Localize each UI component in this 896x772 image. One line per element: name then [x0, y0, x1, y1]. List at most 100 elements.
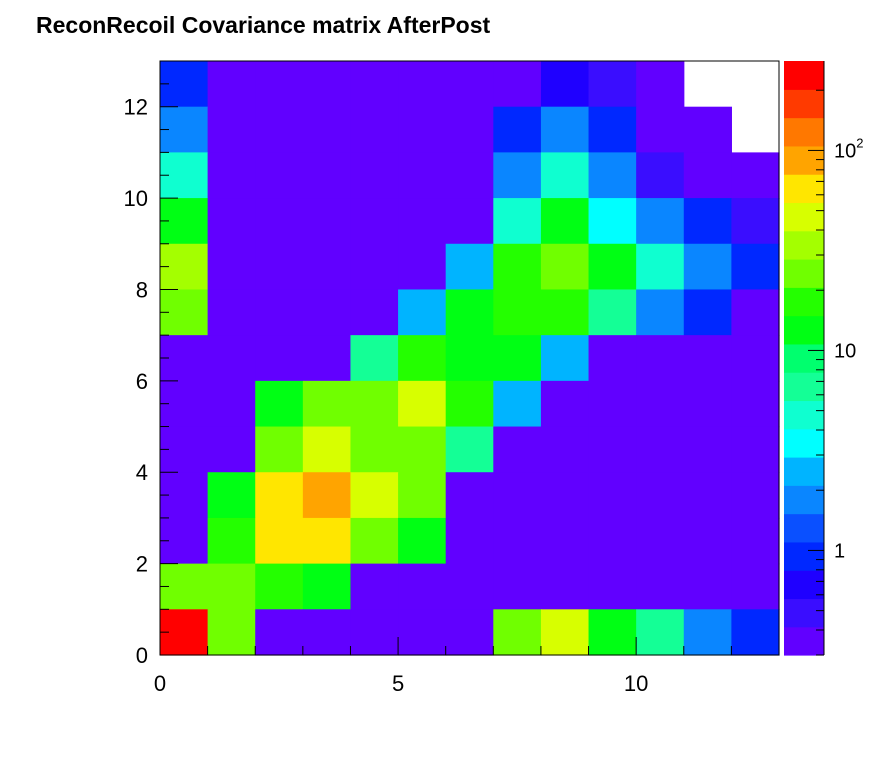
- heatmap-cell: [493, 335, 542, 382]
- heatmap-cell: [493, 426, 542, 473]
- palette-swatch: [784, 428, 824, 458]
- color-palette: 1 10 102: [784, 61, 863, 656]
- heatmap-cell: [540, 289, 590, 336]
- heatmap-cell: [350, 335, 399, 382]
- palette-swatch: [784, 513, 824, 543]
- heatmap-cell: [588, 563, 637, 610]
- heatmap-cell: [493, 106, 542, 153]
- heatmap-cell: [588, 61, 637, 108]
- heatmap-cell: [636, 426, 685, 473]
- heatmap-cell: [398, 517, 447, 565]
- heatmap-cell: [636, 380, 685, 428]
- heatmap-cell: [493, 289, 542, 336]
- heatmap-cell: [398, 289, 447, 336]
- y-tick-label: 4: [136, 460, 148, 485]
- heatmap-cell: [683, 517, 732, 565]
- palette-swatch: [784, 343, 824, 373]
- heatmap-cell: [302, 517, 352, 565]
- heatmap-cell: [302, 61, 352, 108]
- heatmap-cell: [207, 335, 256, 382]
- heatmap-cell: [350, 380, 399, 428]
- heatmap-cell: [731, 563, 780, 610]
- heatmap-cell: [636, 472, 685, 519]
- heatmap-cell: [636, 61, 685, 108]
- heatmap-cell: [445, 426, 494, 473]
- heatmap-cell: [540, 335, 590, 382]
- palette-swatch: [784, 202, 824, 232]
- heatmap-cell: [683, 472, 732, 519]
- heatmap-cell: [302, 243, 352, 291]
- heatmap-cell: [207, 426, 256, 473]
- heatmap-cell: [255, 426, 304, 473]
- heatmap-cell: [207, 289, 256, 336]
- heatmap-cell: [731, 517, 780, 565]
- heatmap-cell: [255, 106, 304, 153]
- heatmap-cell: [398, 335, 447, 382]
- heatmap-cell: [636, 243, 685, 291]
- heatmap-cell: [302, 609, 352, 656]
- palette-swatch: [784, 174, 824, 204]
- heatmap-cell: [445, 289, 494, 336]
- heatmap-cell: [255, 152, 304, 199]
- heatmap-cell: [255, 289, 304, 336]
- heatmap-cell: [493, 517, 542, 565]
- heatmap-cell: [207, 243, 256, 291]
- palette-swatch: [784, 259, 824, 288]
- heatmap-cell: [731, 609, 780, 656]
- heatmap-cell: [350, 563, 399, 610]
- heatmap-cell: [255, 472, 304, 519]
- heatmap-cell: [302, 335, 352, 382]
- heatmap-cell: [445, 243, 494, 291]
- heatmap-cell: [540, 426, 590, 473]
- heatmap-cell: [588, 380, 637, 428]
- heatmap-cell: [540, 380, 590, 428]
- heatmap-cell: [683, 380, 732, 428]
- heatmap-cell: [636, 335, 685, 382]
- palette-tick-label: 10: [834, 340, 856, 362]
- x-tick-label: 0: [154, 671, 166, 696]
- heatmap-cell: [445, 380, 494, 428]
- heatmap-cell: [540, 563, 590, 610]
- palette-swatch: [784, 315, 824, 345]
- heatmap-cell: [350, 198, 399, 245]
- heatmap-cell: [493, 198, 542, 245]
- heatmap-cell: [588, 335, 637, 382]
- heatmap-cell: [636, 609, 685, 656]
- x-tick-label: 10: [624, 671, 648, 696]
- heatmap-cell: [683, 198, 732, 245]
- y-tick-label: 6: [136, 369, 148, 394]
- heatmap-cell: [255, 198, 304, 245]
- palette-swatch: [784, 541, 824, 571]
- heatmap-cell: [493, 152, 542, 199]
- palette-tick-label: 1: [834, 540, 845, 562]
- heatmap-cell: [350, 289, 399, 336]
- palette-swatch: [784, 89, 824, 119]
- heatmap-cell: [302, 563, 352, 610]
- heatmap-cell: [255, 335, 304, 382]
- heatmap-cell: [493, 243, 542, 291]
- heatmap-cell: [588, 609, 637, 656]
- palette-swatch: [784, 598, 824, 628]
- heatmap-cell: [207, 106, 256, 153]
- heatmap-cell: [588, 472, 637, 519]
- heatmap-cell: [588, 152, 637, 199]
- heatmap-cell: [350, 243, 399, 291]
- heatmap-cell: [540, 517, 590, 565]
- heatmap-cell: [493, 472, 542, 519]
- heatmap-cell: [636, 106, 685, 153]
- heatmap-cell: [350, 61, 399, 108]
- heatmap-cell: [302, 289, 352, 336]
- heatmap-cell: [683, 335, 732, 382]
- heatmap-cell: [636, 563, 685, 610]
- heatmap-cell: [207, 609, 256, 656]
- heatmap-cell: [398, 198, 447, 245]
- heatmap-cell: [302, 426, 352, 473]
- heatmap-cell: [731, 289, 780, 336]
- heatmap-cell: [207, 61, 256, 108]
- heatmap-cell: [683, 563, 732, 610]
- heatmap-cell: [445, 61, 494, 108]
- y-tick-label: 2: [136, 552, 148, 577]
- heatmap-cell: [302, 380, 352, 428]
- y-tick-label: 10: [124, 186, 148, 211]
- heatmap-cell: [493, 563, 542, 610]
